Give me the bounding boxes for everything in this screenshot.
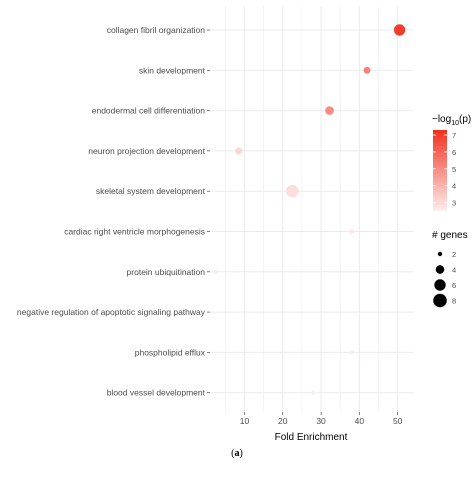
size-legend-dot bbox=[435, 265, 445, 274]
caption-letter: a bbox=[234, 448, 240, 459]
x-tick-label: 40 bbox=[355, 416, 365, 426]
color-legend-ticks: 3 4 5 6 7 bbox=[433, 131, 456, 208]
color-legend-title-sub: 10 bbox=[451, 120, 459, 127]
size-legend: # genes 2 4 6 8 bbox=[432, 230, 468, 308]
category-label: negative regulation of apoptotic signali… bbox=[17, 307, 206, 317]
category-label: collagen fibril organization bbox=[107, 25, 206, 35]
size-legend-items: 2 4 6 8 bbox=[433, 250, 456, 308]
size-legend-label: 4 bbox=[452, 266, 456, 275]
size-legend-dot bbox=[434, 279, 446, 291]
caption-open: ( bbox=[231, 448, 235, 459]
color-legend-title: −log10(p) bbox=[432, 114, 471, 127]
size-legend-label: 6 bbox=[452, 281, 456, 290]
chart: collagen fibril organization skin develop… bbox=[17, 6, 471, 443]
color-legend-bar bbox=[433, 130, 447, 211]
plot-panel bbox=[210, 6, 413, 412]
data-point bbox=[286, 184, 299, 198]
data-point bbox=[393, 24, 406, 36]
color-legend: −log10(p) 3 4 5 6 7 bbox=[432, 114, 471, 211]
x-tick-label: 50 bbox=[393, 416, 403, 426]
category-label: protein ubiquitination bbox=[127, 267, 206, 277]
category-labels: collagen fibril organization skin develop… bbox=[17, 25, 210, 398]
size-legend-title: # genes bbox=[432, 230, 468, 241]
data-point bbox=[325, 106, 334, 115]
category-label: skin development bbox=[139, 65, 206, 75]
color-legend-tick-label: 3 bbox=[452, 199, 456, 208]
figure-caption: (a) bbox=[0, 448, 474, 459]
size-legend-dot bbox=[433, 293, 447, 308]
data-point bbox=[213, 269, 218, 274]
color-legend-title-suffix: (p) bbox=[459, 114, 471, 125]
color-legend-tick-label: 7 bbox=[452, 131, 456, 140]
color-legend-title-prefix: −log bbox=[432, 114, 451, 125]
color-legend-tick-label: 5 bbox=[452, 165, 456, 174]
data-point bbox=[349, 229, 354, 234]
color-legend-tick-label: 6 bbox=[452, 148, 456, 157]
data-point bbox=[235, 147, 243, 155]
x-tick-label: 20 bbox=[278, 416, 288, 426]
x-tick-label: 10 bbox=[240, 416, 250, 426]
x-axis-ticks: 10 20 30 40 50 bbox=[240, 412, 403, 426]
category-label: blood vessel development bbox=[107, 388, 206, 398]
data-point bbox=[311, 390, 316, 395]
color-legend-tick-label: 4 bbox=[452, 182, 456, 191]
size-legend-dot bbox=[437, 251, 443, 257]
category-label: skeletal system development bbox=[96, 186, 206, 196]
size-legend-label: 2 bbox=[452, 250, 456, 259]
category-label: cardiac right ventricle morphogenesis bbox=[64, 227, 205, 237]
caption-close: ) bbox=[239, 448, 243, 459]
category-label: neuron projection development bbox=[88, 146, 205, 156]
grid bbox=[210, 6, 413, 412]
data-point bbox=[349, 350, 354, 355]
data-point bbox=[363, 66, 371, 74]
category-label: endodermal cell differentiation bbox=[92, 106, 206, 116]
data-points bbox=[213, 24, 406, 395]
x-tick-label: 30 bbox=[316, 416, 326, 426]
size-legend-label: 8 bbox=[452, 297, 456, 306]
category-label: phospholipid efflux bbox=[135, 347, 206, 357]
x-axis-title: Fold Enrichment bbox=[275, 432, 348, 443]
